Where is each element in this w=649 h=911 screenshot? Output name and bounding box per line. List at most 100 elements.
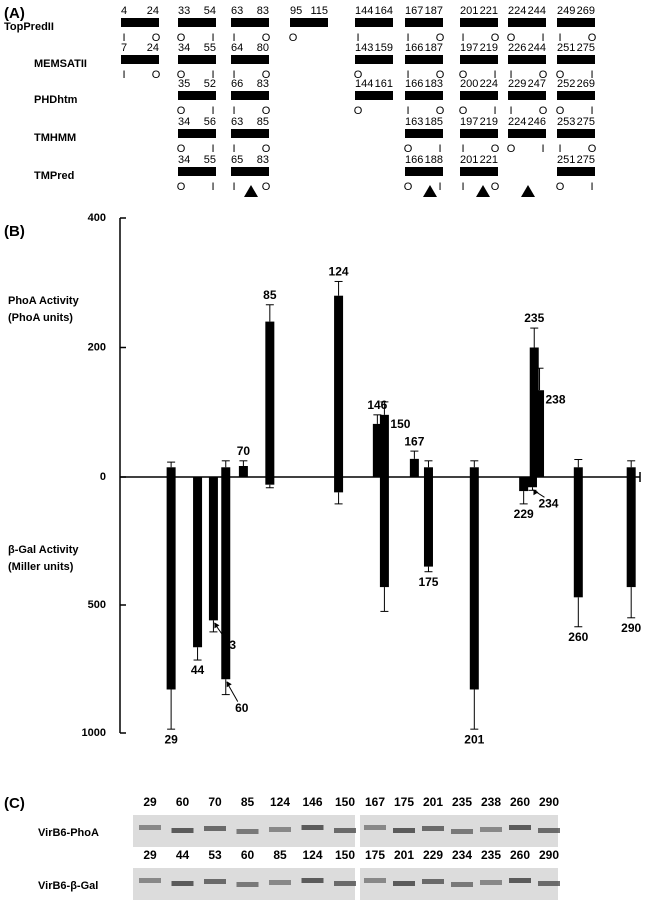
topology-marker: I — [211, 143, 214, 155]
topology-marker: O — [459, 105, 468, 117]
tm-segment — [557, 167, 595, 176]
band — [301, 878, 324, 883]
segment-start: 163 — [405, 116, 423, 128]
panel-label: (B) — [4, 223, 25, 240]
data-label: 175 — [418, 575, 438, 589]
phoa-bar — [626, 467, 636, 477]
tm-segment — [355, 18, 393, 27]
phoa-bar — [238, 465, 248, 477]
segment-start: 35 — [178, 78, 190, 90]
topology-marker: I — [211, 181, 214, 193]
segment-start: 144 — [355, 5, 373, 17]
topology-marker: I — [406, 32, 409, 44]
y2-axis-label: β-Gal Activity — [8, 544, 79, 556]
lane-label: 124 — [302, 848, 322, 862]
segment-end: 56 — [204, 116, 216, 128]
segment-start: 251 — [557, 154, 575, 166]
band — [480, 880, 502, 885]
segment-start: 226 — [508, 42, 526, 54]
blot-label: VirB6-β-Gal — [38, 880, 98, 892]
lane-label: 167 — [365, 795, 385, 809]
data-label: 201 — [464, 732, 484, 746]
tm-segment — [460, 129, 498, 138]
segment-start: 7 — [121, 42, 127, 54]
lane-label: 29 — [143, 848, 157, 862]
topology-marker: I — [493, 69, 496, 81]
segment-start: 224 — [508, 5, 526, 17]
tm-segment — [557, 129, 595, 138]
segment-end: 83 — [257, 78, 269, 90]
topology-marker: I — [590, 105, 593, 117]
y-tick-label: 400 — [88, 212, 106, 224]
topology-marker: I — [232, 181, 235, 193]
segment-end: 54 — [204, 5, 216, 17]
topology-marker: O — [262, 105, 271, 117]
segment-end: 247 — [528, 78, 546, 90]
topology-marker: I — [461, 143, 464, 155]
band — [171, 881, 194, 886]
bgal-bar — [193, 477, 203, 648]
triangle — [521, 185, 535, 197]
topology-marker: I — [122, 32, 125, 44]
segment-end: 275 — [577, 42, 595, 54]
topology-marker: O — [491, 143, 500, 155]
segment-start: 166 — [405, 78, 423, 90]
segment-start: 34 — [178, 116, 190, 128]
triangles — [244, 185, 535, 197]
topology-marker: O — [152, 69, 161, 81]
panel-label: (C) — [4, 795, 25, 812]
lane-label: 175 — [365, 848, 385, 862]
segment-start: 253 — [557, 116, 575, 128]
topology-marker: O — [404, 181, 413, 193]
bgal-bar — [166, 477, 176, 690]
blot-label: VirB6-PhoA — [38, 827, 99, 839]
segment-end: 24 — [147, 42, 159, 54]
bgal-bar — [334, 477, 344, 493]
method-label: PHDhtm — [34, 94, 78, 106]
segment-end: 244 — [528, 42, 546, 54]
segment-start: 200 — [460, 78, 478, 90]
topology-marker: I — [211, 32, 214, 44]
method-label: MEMSATII — [34, 58, 87, 70]
segment-end: 187 — [425, 5, 443, 17]
tm-segment — [460, 167, 498, 176]
triangle — [244, 185, 258, 197]
segment-end: 269 — [577, 78, 595, 90]
method-label: TMPred — [34, 170, 74, 182]
segment-start: 249 — [557, 5, 575, 17]
topology-marker: I — [558, 143, 561, 155]
segment-end: 55 — [204, 154, 216, 166]
topology-marker: I — [541, 143, 544, 155]
tm-segment — [557, 18, 595, 27]
y2-tick-label: 500 — [88, 599, 106, 611]
tm-segment — [231, 18, 269, 27]
tm-segment — [460, 55, 498, 64]
topology-marker: O — [177, 69, 186, 81]
band — [393, 881, 415, 886]
topology-marker: I — [232, 143, 235, 155]
segment-start: 4 — [121, 5, 127, 17]
topology-marker: O — [459, 69, 468, 81]
segment-end: 185 — [425, 116, 443, 128]
band — [139, 878, 161, 883]
lane-label: 60 — [176, 795, 190, 809]
y-axis-label: (PhoA units) — [8, 312, 73, 324]
lane-label: 124 — [270, 795, 290, 809]
topology-marker: I — [590, 69, 593, 81]
phoa-bar — [469, 467, 479, 477]
y-axis-label: PhoA Activity — [8, 295, 80, 307]
y2-tick-label: 1000 — [82, 727, 106, 739]
arrow-head — [533, 489, 539, 496]
bgal-bar — [208, 477, 218, 621]
band — [538, 881, 560, 886]
phoa-bar — [535, 390, 545, 477]
segment-start: 166 — [405, 42, 423, 54]
topology-marker: I — [493, 105, 496, 117]
tm-segment — [231, 91, 269, 100]
tm-segment — [405, 18, 443, 27]
tm-segment — [405, 167, 443, 176]
bgal-bar — [423, 477, 433, 567]
segment-end: 85 — [257, 116, 269, 128]
segment-start: 63 — [231, 5, 243, 17]
topology-marker: I — [232, 105, 235, 117]
